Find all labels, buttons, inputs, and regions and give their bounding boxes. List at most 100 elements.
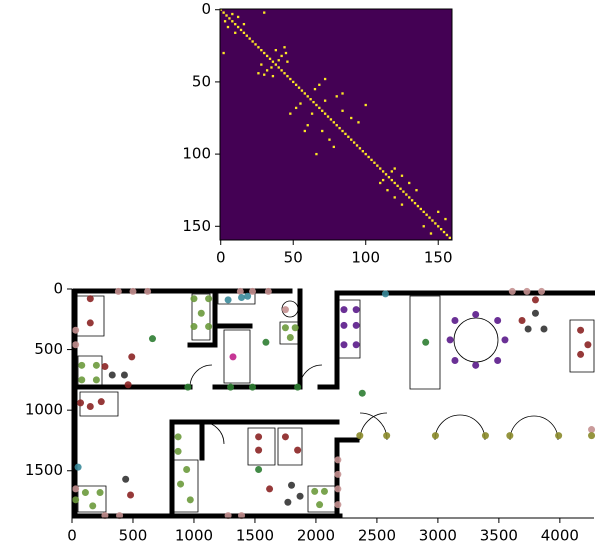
matrix-cell [352,141,356,144]
scatter-point [177,480,185,488]
matrix-cell [416,204,420,208]
scatter-point [523,287,531,295]
matrix-cell [263,11,266,14]
scatter-point [501,336,509,344]
matrix-cell [335,124,338,127]
matrix-cell [425,213,428,216]
matrix-cell [309,98,312,101]
matrix-cell [364,152,367,156]
scatter-point [296,492,304,500]
matrix-cell [437,225,440,228]
matrix-cell [236,25,240,29]
matrix-cell [329,118,333,121]
x-tick-label: 2500 [358,527,396,545]
matrix-cell [315,152,318,156]
matrix-cell [234,31,237,34]
matrix-cell [415,189,418,192]
scatter-point [101,512,109,520]
scatter-point [588,426,595,434]
matrix-cell [306,124,309,127]
matrix-cell [387,176,391,179]
scatter-point [224,512,232,520]
matrix-cell [405,193,408,196]
scatter-point [108,371,116,379]
matrix-cell [263,51,266,55]
scatter-point [381,290,389,298]
scatter-point [128,353,136,361]
matrix-cell [263,73,266,76]
scatter-point [78,361,86,369]
y-tick-label: 1000 [25,401,63,419]
scatter-point [320,487,328,495]
matrix-cell [283,46,286,49]
matrix-cell [335,95,338,98]
matrix-cell [442,230,446,234]
scatter-point [72,341,80,349]
matrix-cell [223,20,227,23]
matrix-cell [413,202,417,205]
scatter-point [281,306,289,314]
scatter-point [262,338,270,346]
matrix-cell [242,31,246,34]
matrix-cell [429,232,433,235]
scatter-point [78,376,86,384]
scatter-point [92,361,100,369]
scatter-point [72,496,80,504]
door-arc [189,364,559,445]
y-tick-label: 150 [182,217,211,235]
matrix-cell [326,115,330,118]
scatter-point [451,356,459,364]
matrix-plot [219,8,452,240]
matrix-cell [355,144,359,147]
matrix-cell [310,112,314,115]
matrix-cell [270,66,273,69]
scatter-point [334,501,342,509]
scatter-point [236,287,244,295]
matrix-cell [284,51,288,55]
y-tick-label: 100 [182,145,211,163]
scatter-point [294,383,302,391]
x-tick-label: 0 [67,527,77,545]
scatter-point [518,317,526,325]
scatter-point [116,512,124,520]
x-tick-label: 50 [284,249,303,267]
matrix-cell [299,102,302,105]
scatter-point [311,487,319,495]
matrix-cell [323,77,327,81]
matrix-cell [242,22,246,26]
scatter-point [238,512,246,520]
matrix-cell [271,60,275,63]
scatter-point [186,496,194,504]
matrix-cell [245,34,248,37]
matrix-cell [341,109,344,112]
scatter-point [340,306,348,314]
matrix-cell [419,207,422,211]
scatter-point [255,433,263,441]
scatter-point [97,398,105,406]
scatter-point [174,447,182,455]
scatter-point [540,325,548,333]
scatter-point [340,321,348,329]
scatter-point [129,287,137,295]
scatter-point [508,287,516,295]
scatter-point [531,296,539,304]
scatter-point [122,475,130,483]
matrix-cell [323,112,327,115]
scatter-point [114,287,122,295]
scatter-point [316,501,324,509]
axes-frame [219,8,453,241]
matrix-cell [236,15,240,19]
scatter-point [81,489,89,497]
scatter-point [224,296,232,304]
scatter-point [86,403,94,411]
scatter-point [446,336,454,344]
matrix-cell [321,109,324,112]
matrix-cell [303,129,306,133]
scatter-point [174,433,182,441]
matrix-cell [390,178,393,182]
scatter-point [286,333,294,341]
scatter-point [244,292,252,300]
scatter-point [352,306,360,314]
scatter-point [205,323,213,331]
scatter-point [238,293,246,301]
